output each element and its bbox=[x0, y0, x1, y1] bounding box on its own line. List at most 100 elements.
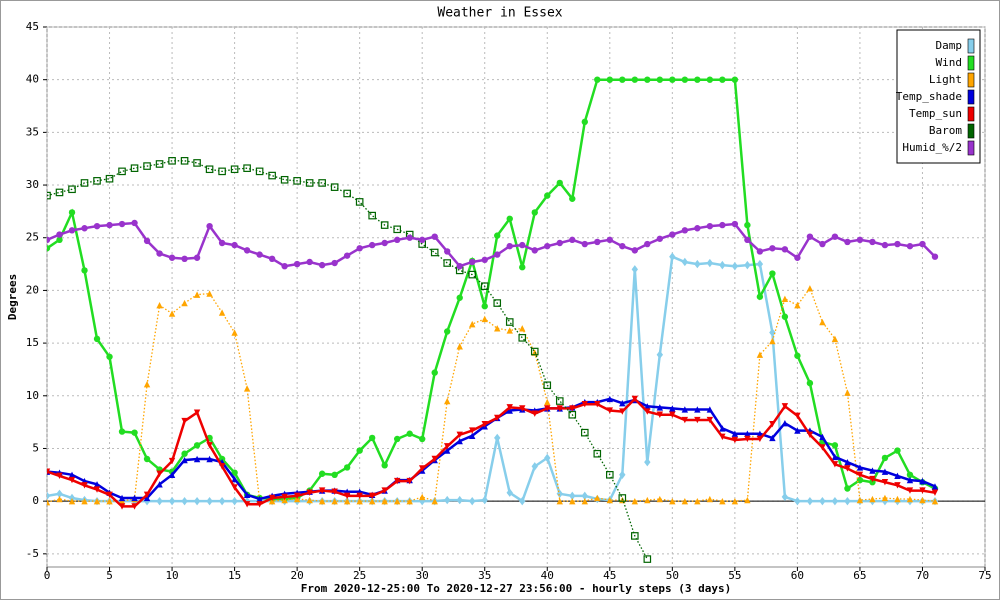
point bbox=[181, 299, 188, 307]
point bbox=[481, 303, 488, 310]
point bbox=[719, 497, 726, 505]
point bbox=[381, 497, 388, 505]
point bbox=[794, 412, 801, 419]
point bbox=[669, 252, 676, 261]
point bbox=[231, 329, 238, 336]
point bbox=[719, 221, 726, 229]
point bbox=[355, 198, 364, 206]
point bbox=[931, 483, 939, 490]
point bbox=[706, 416, 714, 424]
point bbox=[218, 167, 226, 176]
point bbox=[469, 427, 476, 434]
point bbox=[756, 435, 764, 443]
point bbox=[669, 497, 676, 505]
point bbox=[906, 495, 914, 503]
point bbox=[669, 405, 676, 412]
point bbox=[118, 503, 126, 510]
point bbox=[331, 471, 338, 479]
point bbox=[181, 417, 188, 425]
point bbox=[606, 76, 613, 83]
point bbox=[318, 487, 326, 494]
legend-swatch bbox=[967, 89, 975, 105]
point bbox=[744, 435, 751, 443]
point bbox=[731, 261, 739, 271]
y-axis-label: Degrees bbox=[6, 274, 19, 320]
point bbox=[581, 491, 588, 501]
point bbox=[781, 295, 789, 303]
point bbox=[68, 476, 76, 484]
point bbox=[443, 259, 452, 267]
point bbox=[93, 486, 101, 493]
point bbox=[430, 248, 439, 257]
point bbox=[931, 489, 939, 496]
point bbox=[380, 221, 389, 229]
point bbox=[594, 238, 601, 246]
point bbox=[631, 247, 639, 254]
point bbox=[118, 494, 126, 502]
point bbox=[831, 496, 839, 506]
point bbox=[506, 488, 513, 497]
point bbox=[93, 177, 101, 185]
point bbox=[619, 76, 626, 83]
point bbox=[844, 458, 851, 466]
point bbox=[143, 491, 151, 499]
point bbox=[919, 477, 926, 485]
point bbox=[869, 495, 876, 503]
point bbox=[168, 457, 176, 465]
point bbox=[131, 219, 138, 227]
point bbox=[206, 222, 213, 230]
point bbox=[331, 488, 338, 495]
point bbox=[606, 395, 613, 403]
point bbox=[706, 258, 714, 268]
point bbox=[56, 489, 63, 498]
point bbox=[531, 410, 538, 417]
point bbox=[168, 471, 176, 479]
point bbox=[56, 495, 63, 503]
point bbox=[706, 406, 714, 413]
point bbox=[506, 215, 513, 222]
point bbox=[318, 497, 326, 505]
point bbox=[618, 494, 627, 502]
point bbox=[706, 76, 714, 83]
point bbox=[255, 167, 264, 176]
point bbox=[481, 256, 488, 264]
point bbox=[544, 242, 551, 250]
point bbox=[343, 189, 351, 198]
point bbox=[781, 246, 789, 253]
point bbox=[181, 496, 188, 506]
x-tick-label: 10 bbox=[165, 569, 178, 582]
point bbox=[844, 389, 851, 396]
point bbox=[719, 260, 726, 270]
point bbox=[656, 350, 664, 359]
y-tick-label: 10 bbox=[26, 389, 39, 402]
point bbox=[206, 496, 213, 506]
point bbox=[193, 291, 201, 298]
point bbox=[894, 240, 901, 248]
point bbox=[231, 484, 238, 491]
point bbox=[756, 259, 764, 269]
point bbox=[619, 242, 626, 250]
point bbox=[193, 442, 201, 449]
point bbox=[744, 430, 751, 437]
point bbox=[731, 220, 739, 228]
point bbox=[744, 221, 751, 229]
point bbox=[469, 320, 476, 328]
point bbox=[906, 476, 914, 484]
y-tick-label: -5 bbox=[26, 547, 39, 560]
point bbox=[769, 328, 776, 337]
point bbox=[143, 455, 151, 463]
point bbox=[206, 442, 213, 449]
point bbox=[519, 264, 526, 271]
point bbox=[193, 159, 201, 167]
point bbox=[644, 408, 651, 415]
point bbox=[656, 235, 664, 242]
point bbox=[694, 259, 701, 269]
point bbox=[406, 477, 413, 485]
point bbox=[619, 408, 626, 415]
point bbox=[393, 477, 401, 485]
point bbox=[431, 497, 438, 505]
point bbox=[444, 397, 451, 405]
point bbox=[681, 497, 689, 505]
point bbox=[906, 471, 914, 479]
point bbox=[631, 532, 639, 540]
